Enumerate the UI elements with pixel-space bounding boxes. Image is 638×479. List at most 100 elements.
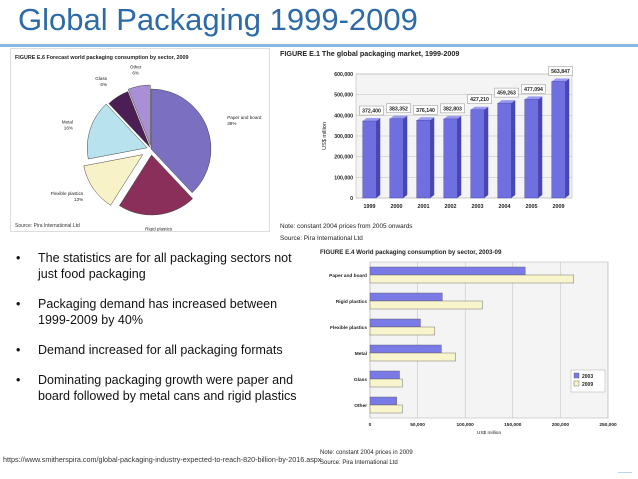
pie-slice-pct: 38% [227, 121, 236, 126]
sector-x-tick: 50,000 [410, 422, 425, 428]
market-value-label-box [467, 94, 492, 104]
bullet-glyph: • [16, 343, 21, 357]
pie-chart-panel: FIGURE E.6 Forecast world packaging cons… [10, 48, 270, 238]
market-y-tick: 200,000 [334, 155, 353, 161]
market-bar-top [389, 115, 408, 119]
bullet-item: • Dominating packaging growth were paper … [16, 372, 306, 404]
market-bar [497, 102, 512, 199]
sector-category-label: Glass [354, 377, 367, 383]
sector-category-label: Other [354, 403, 367, 409]
pie-slice-pct: 6% [132, 70, 139, 75]
pie-slice [108, 91, 151, 148]
market-bar-top [497, 100, 516, 104]
market-chart-note: Note: constant 2004 prices from 2005 onw… [280, 223, 413, 230]
sector-bar [369, 326, 435, 336]
pie-slice [83, 154, 144, 206]
pie-slice-label: Metal [62, 120, 73, 125]
pie-slice-label: Glass [95, 76, 107, 81]
sector-bar [369, 404, 403, 414]
market-x-tick: 2003 [472, 204, 484, 210]
market-bar-side [511, 100, 516, 198]
market-value-label-box [494, 87, 519, 98]
market-y-tick: 400,000 [334, 113, 353, 119]
market-chart-title: FIGURE E.1 The global packaging market, … [280, 49, 459, 58]
pie-slice-label: Rigid plastics [145, 227, 173, 231]
bullet-list: • The statistics are for all packaging se… [16, 250, 306, 418]
sector-chart-note: Note: constant 2004 prices in 2009 [320, 450, 413, 456]
pie-slice-pct: 16% [64, 126, 73, 131]
market-bar-top [362, 118, 381, 122]
market-bar-side [457, 115, 462, 198]
bullet-text: Dominating packaging growth were paper a… [38, 373, 297, 403]
market-value-label-box [359, 105, 384, 116]
sector-x-tick: 150,000 [504, 422, 522, 428]
sector-bar-chart-panel: FIGURE E.4 World packaging consumption b… [318, 246, 618, 471]
sector-chart-source: Source: Pira International Ltd [320, 460, 398, 466]
bullet-text: The statistics are for all packaging sec… [38, 251, 292, 281]
market-value-label-box [521, 84, 546, 94]
market-bar-top [470, 106, 489, 110]
source-url-link[interactable]: https://www.smitherspira.com/global-pack… [3, 455, 322, 464]
market-bar [470, 109, 485, 199]
pie-slice [119, 154, 193, 216]
market-value-label: 383,352 [389, 106, 408, 112]
sector-bar [369, 300, 483, 310]
market-bar [551, 81, 566, 199]
market-bar [362, 120, 377, 199]
market-value-label: 376,140 [416, 108, 435, 114]
sector-legend-swatch [573, 372, 580, 379]
pie-slice-label: Paper and board [227, 115, 262, 120]
sector-bar-chart: FIGURE E.4 World packaging consumption b… [320, 249, 617, 466]
bullet-text: Demand increased for all packaging forma… [38, 343, 283, 357]
market-bar-top [443, 115, 462, 119]
title-divider [0, 44, 638, 47]
sector-x-tick: 100,000 [457, 422, 475, 428]
market-y-tick: 500,000 [334, 93, 353, 99]
market-bar-side [484, 106, 489, 198]
bullet-item: • Packaging demand has increased between … [16, 296, 306, 328]
market-bar-side [565, 78, 570, 198]
bullet-item: • The statistics are for all packaging se… [16, 250, 306, 282]
market-bar [389, 118, 404, 199]
market-x-tick: 2001 [418, 204, 430, 210]
market-bar-top [551, 78, 570, 82]
sector-category-label: Metal [355, 351, 367, 357]
pie-chart: FIGURE E.6 Forecast world packaging cons… [15, 55, 262, 238]
market-x-tick: 1999 [364, 204, 376, 210]
sector-category-label: Flexible plastics [330, 325, 367, 331]
market-bar-chart: FIGURE E.1 The global packaging market, … [280, 49, 573, 242]
bullet-item: • Demand increased for all packaging form… [16, 342, 306, 358]
market-x-tick: 2009 [553, 204, 565, 210]
bullet-glyph: • [16, 251, 21, 265]
slide-corner-decoration [618, 462, 632, 473]
sector-bar [369, 396, 397, 406]
market-value-label: 427,210 [470, 97, 489, 103]
market-value-label: 382,803 [443, 106, 462, 112]
pie-slice [86, 103, 148, 160]
market-bar [443, 118, 458, 199]
sector-x-tick: 0 [369, 422, 372, 428]
pie-title: FIGURE E.6 Forecast world packaging cons… [15, 55, 188, 61]
sector-bar [369, 274, 574, 284]
bullet-glyph: • [16, 297, 21, 311]
bullet-glyph: • [16, 373, 21, 387]
pie-slice-pct: 13% [74, 197, 83, 202]
sector-bar [369, 266, 526, 276]
market-y-axis-label: US$ million [322, 122, 328, 150]
market-x-tick: 2002 [445, 204, 457, 210]
market-value-label-box [548, 66, 573, 76]
market-value-label: 477,094 [524, 87, 543, 93]
market-y-tick: 100,000 [334, 175, 353, 181]
pie-slice [127, 84, 151, 146]
pie-source: Source: Pira International Ltd [15, 223, 80, 229]
market-bar [524, 99, 539, 199]
sector-bar [369, 344, 442, 354]
slide-title: Global Packaging 1999-2009 [18, 2, 418, 37]
market-x-tick: 2005 [526, 204, 538, 210]
sector-x-tick: 250,000 [599, 422, 617, 428]
sector-bar [369, 352, 456, 362]
pie-slice-pct: 6% [100, 82, 107, 87]
market-value-label: 563,847 [551, 69, 570, 75]
market-x-tick: 2004 [499, 204, 511, 210]
market-value-label-box [413, 105, 438, 115]
